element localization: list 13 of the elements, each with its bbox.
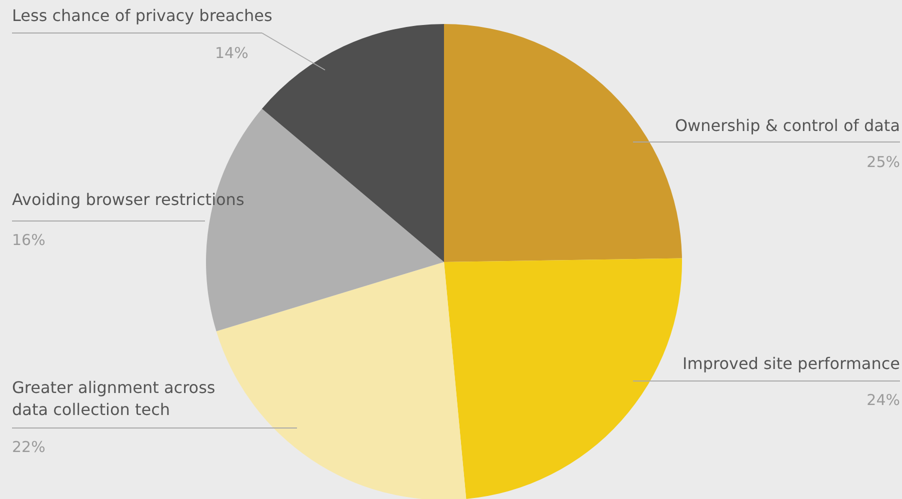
data-label: 24% <box>866 391 900 409</box>
slice-label: Improved site performance <box>682 354 900 373</box>
data-label: 22% <box>12 438 46 456</box>
pie-slice <box>444 258 682 499</box>
data-label: 14% <box>215 44 248 62</box>
slice-label: Ownership & control of data <box>674 116 900 135</box>
data-label: 25% <box>866 153 900 171</box>
pie-slice <box>262 24 444 262</box>
slice-label: Less chance of privacy breaches <box>12 6 272 25</box>
slice-label: Avoiding browser restrictions <box>12 190 244 209</box>
slice-label: Greater alignment across data collection tech <box>12 378 216 419</box>
data-label: 16% <box>12 231 46 249</box>
pie-slice <box>216 262 466 499</box>
